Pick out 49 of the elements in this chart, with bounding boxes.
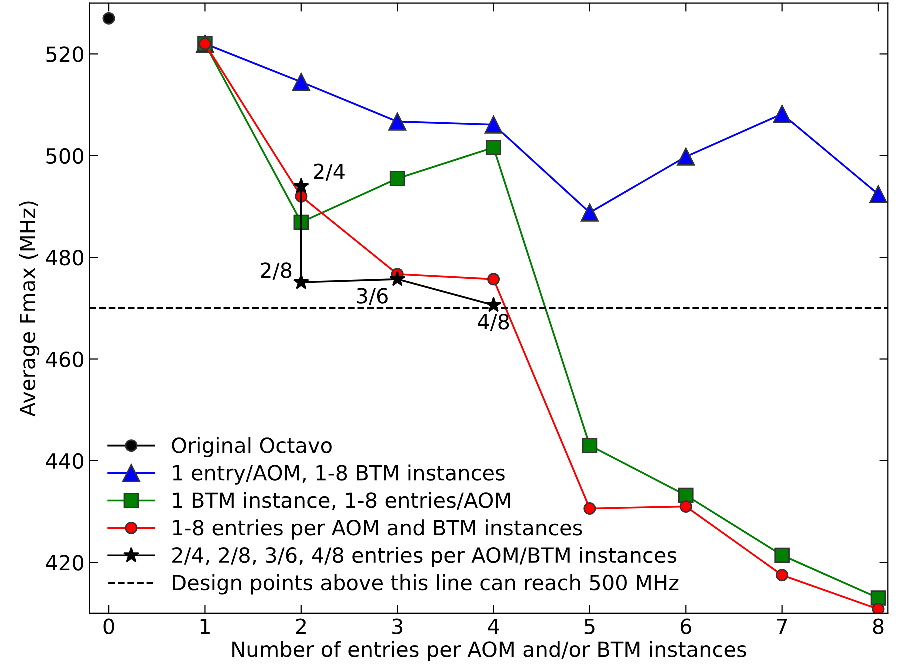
- y-tick-label: 520: [46, 46, 84, 62]
- legend-label: Design points above this line can reach 500 MHz: [173, 574, 679, 595]
- point: [584, 502, 596, 515]
- point: [388, 112, 407, 131]
- annotation: 2/4: [314, 164, 345, 182]
- point: [292, 73, 310, 92]
- point: [680, 500, 692, 513]
- point: [870, 590, 886, 606]
- point: [872, 603, 885, 614]
- y-axis-title: Average Fmax (MHz): [19, 202, 40, 417]
- y-tick-label: 440: [46, 453, 84, 470]
- x-tick-label: 5: [584, 618, 595, 634]
- y-tick-label: 460: [46, 352, 84, 368]
- x-tick-label: 7: [777, 618, 788, 634]
- x-tick-label: 8: [873, 618, 884, 634]
- point: [390, 171, 406, 186]
- x-tick-label: 6: [680, 618, 692, 634]
- x-tick-label: 4: [488, 618, 500, 634]
- point: [774, 548, 790, 564]
- y-tick-label: 480: [46, 250, 84, 266]
- legend-label: 1 BTM instance, 1-8 entries/AOM: [173, 492, 510, 510]
- point: [776, 569, 789, 582]
- point: [677, 148, 696, 166]
- point: [580, 204, 599, 222]
- x-tick-label: 0: [104, 618, 114, 634]
- point: [488, 273, 500, 286]
- point: [486, 140, 502, 156]
- x-tick-label: 2: [296, 618, 306, 634]
- legend-label: 2/4, 2/8, 3/6, 4/8 entries per AOM/BTM instances: [172, 547, 677, 568]
- x-tick-label: 1: [200, 618, 210, 634]
- point: [484, 116, 503, 134]
- annotation: 2/8: [261, 262, 292, 280]
- y-tick-label: 420: [46, 555, 84, 571]
- y-tick-label: 500: [46, 148, 84, 164]
- annotation: 3/6: [357, 288, 388, 306]
- point: [390, 271, 406, 286]
- legend-label: 1-8 entries per AOM and BTM instances: [173, 520, 582, 540]
- point: [869, 185, 888, 204]
- legend-label: 1 entry/AOM, 1-8 BTM instances: [173, 464, 505, 485]
- x-axis-title: Number of entries per AOM and/or BTM instances: [232, 641, 746, 662]
- point: [293, 178, 310, 194]
- point: [293, 274, 310, 290]
- annotation: 4/8: [478, 314, 510, 332]
- point: [773, 105, 792, 124]
- point: [102, 12, 116, 25]
- legend-label: Original Octavo: [172, 437, 332, 458]
- point: [582, 438, 598, 454]
- point: [678, 488, 694, 504]
- x-tick-label: 3: [392, 618, 403, 634]
